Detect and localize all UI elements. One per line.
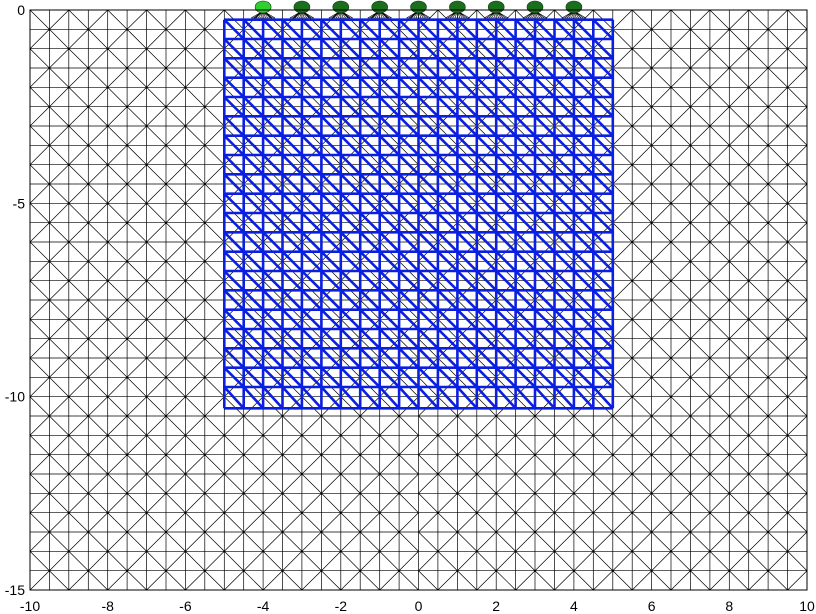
electrode-marker bbox=[371, 0, 389, 14]
refined-mesh-lines bbox=[223, 18, 615, 410]
refined-mesh bbox=[223, 18, 615, 410]
x-tick-label: -2 bbox=[335, 598, 348, 614]
y-tick-label: -15 bbox=[5, 582, 25, 598]
x-tick-label: -10 bbox=[20, 598, 40, 614]
electrode-marker bbox=[410, 0, 427, 14]
x-tick-label: -6 bbox=[179, 598, 192, 614]
y-tick-label: -5 bbox=[13, 195, 26, 211]
electrode-marker bbox=[293, 0, 311, 14]
electrode-marker bbox=[332, 0, 350, 14]
electrode-fan bbox=[250, 10, 276, 19]
electrode-fan bbox=[561, 10, 587, 19]
x-tick-label: 0 bbox=[415, 598, 423, 614]
electrode-marker bbox=[254, 0, 272, 14]
x-tick-label: -4 bbox=[257, 598, 270, 614]
electrode-fan bbox=[289, 10, 315, 19]
y-tick-label: -10 bbox=[5, 389, 25, 405]
electrode-fan bbox=[406, 10, 431, 19]
x-tick-label: 10 bbox=[799, 598, 815, 614]
electrode-fan bbox=[445, 10, 470, 19]
x-tick-labels: -10 -8 -6 -4 -2 0 2 4 6 8 10 bbox=[20, 598, 815, 614]
y-tick-label: 0 bbox=[17, 2, 25, 18]
plot-frame bbox=[29, 9, 808, 591]
electrode-marker bbox=[526, 0, 544, 14]
electrode-marker bbox=[449, 0, 466, 14]
electrode-fan bbox=[522, 10, 548, 19]
x-tick-label: 8 bbox=[725, 598, 733, 614]
x-tick-label: 4 bbox=[570, 598, 578, 614]
x-tick-label: 6 bbox=[648, 598, 656, 614]
electrode-marker bbox=[565, 0, 583, 14]
electrode-fan bbox=[328, 10, 353, 19]
electrode-marker bbox=[487, 0, 505, 14]
x-tick-label: 2 bbox=[492, 598, 500, 614]
y-tick-labels: 0 -5 -10 -15 bbox=[5, 2, 25, 598]
electrode-fan bbox=[367, 10, 392, 19]
x-tick-label: -8 bbox=[101, 598, 114, 614]
electrode-fan bbox=[484, 10, 509, 19]
